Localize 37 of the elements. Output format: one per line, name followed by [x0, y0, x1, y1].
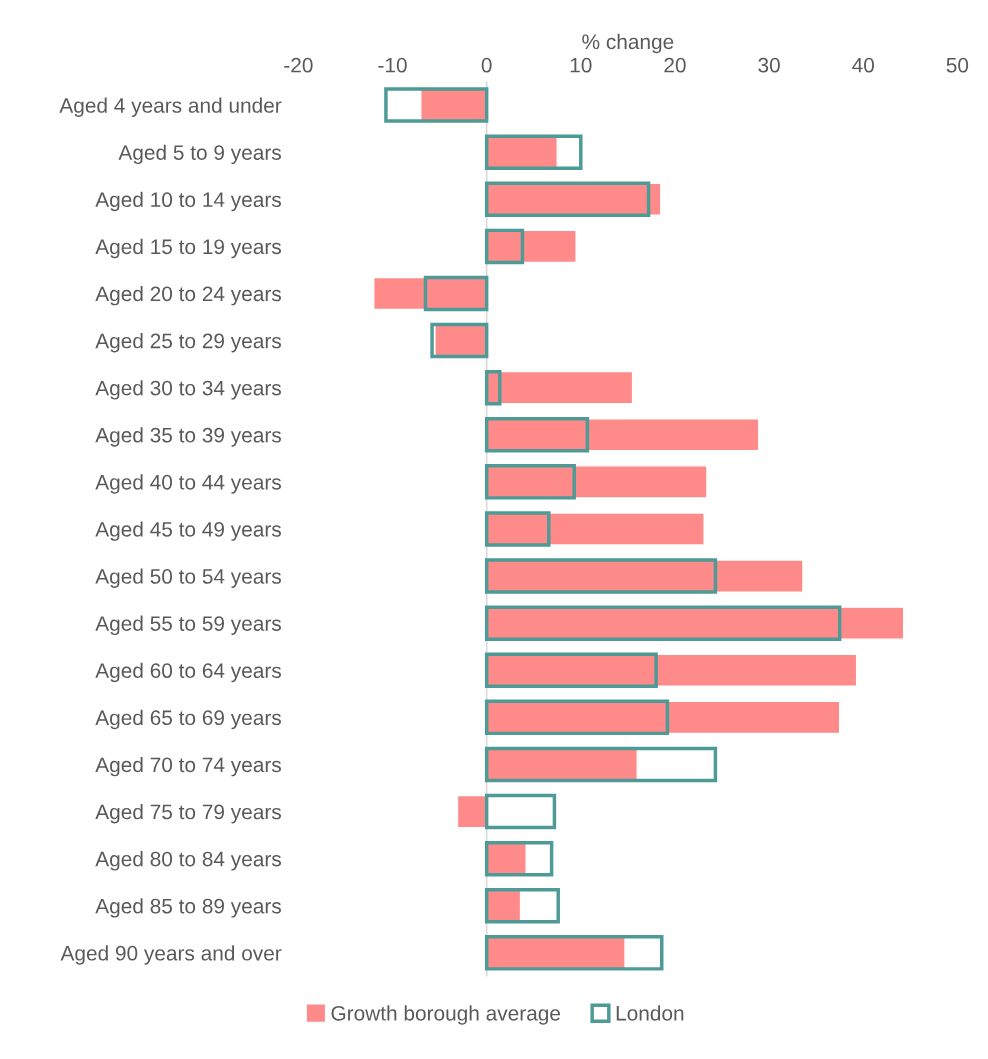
y-tick-label: Aged 85 to 89 years — [95, 898, 281, 918]
x-tick-label: 20 — [664, 57, 686, 73]
y-tick-label: Aged 5 to 9 years — [118, 144, 281, 165]
bar — [485, 700, 841, 735]
x-axis-title: % change — [582, 33, 674, 54]
bar — [485, 653, 858, 687]
legend-label: Growth borough average — [331, 1005, 561, 1025]
legend-label: London — [616, 1005, 684, 1021]
y-tick-label: Aged 20 to 24 years — [95, 285, 281, 306]
x-tick-label: 50 — [946, 57, 969, 73]
y-tick-label: Aged 10 to 14 years — [95, 191, 281, 212]
y-tick-label: Aged 70 to 74 years — [95, 756, 281, 777]
y-tick-label: Aged 90 years and over — [60, 945, 282, 965]
y-tick-label: Aged 80 to 84 years — [95, 851, 281, 871]
x-tick-label: 10 — [570, 57, 592, 73]
y-tick-label: Aged 30 to 34 years — [95, 380, 281, 400]
bar — [485, 418, 760, 452]
y-tick-label: Aged 45 to 49 years — [95, 521, 281, 541]
x-tick-label: 40 — [852, 57, 874, 73]
y-tick-label: Aged 40 to 44 years — [95, 474, 281, 494]
y-tick-label: Aged 55 to 59 years — [95, 615, 281, 636]
y-tick-label: Aged 35 to 39 years — [95, 427, 281, 447]
y-tick-label: Aged 75 to 79 years — [95, 804, 281, 824]
bar — [485, 512, 705, 546]
x-tick-label: 30 — [758, 57, 780, 73]
y-tick-label: Aged 4 years and under — [59, 97, 282, 117]
x-tick-label: -10 — [378, 57, 407, 73]
x-tick-label: -20 — [284, 57, 313, 73]
y-tick-label: Aged 65 to 69 years — [95, 709, 281, 730]
y-tick-label: Aged 25 to 29 years — [95, 333, 281, 353]
bar — [485, 370, 634, 405]
y-tick-label: Aged 60 to 64 years — [95, 662, 281, 683]
y-tick-label: Aged 50 to 54 years — [95, 568, 281, 588]
bar — [456, 794, 488, 829]
bar — [485, 465, 708, 499]
x-tick-label: 0 — [481, 57, 492, 73]
y-tick-label: Aged 15 to 19 years — [95, 238, 281, 259]
